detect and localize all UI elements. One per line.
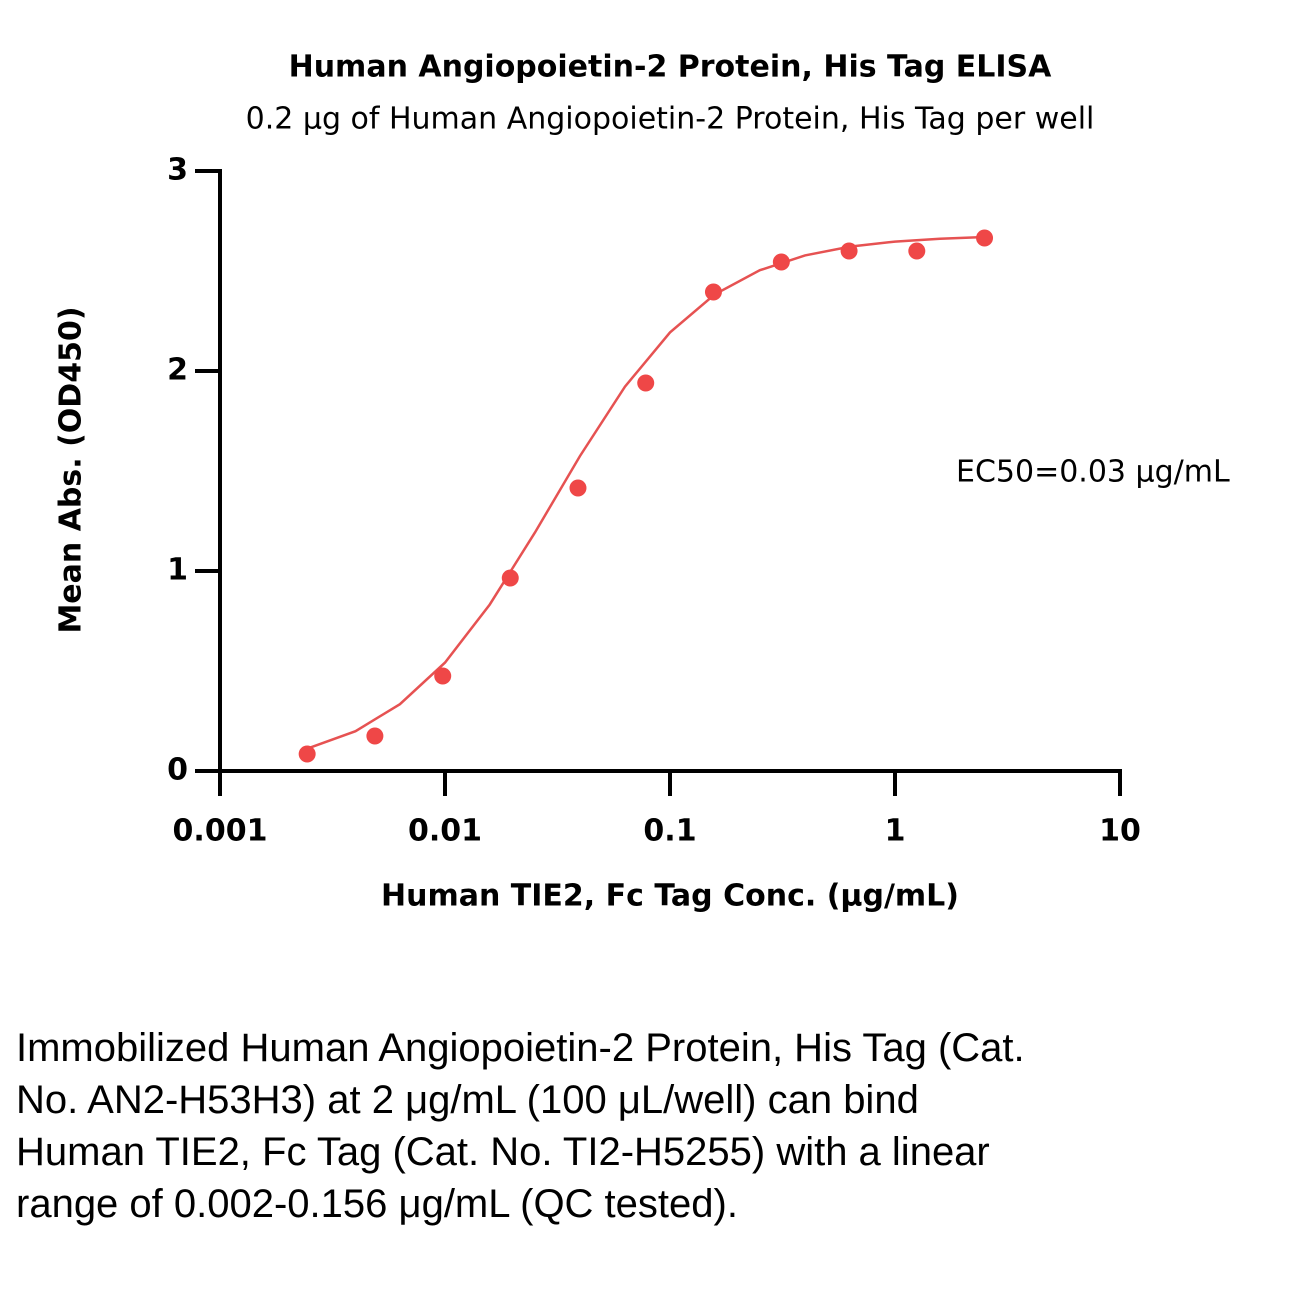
annotation: EC50=0.03 μg/mL — [956, 455, 1230, 490]
data-point — [434, 667, 452, 685]
fit-curve — [309, 235, 986, 749]
y-tick-label: 0 — [167, 753, 188, 788]
y-axis-label: Mean Abs. (OD450) — [54, 306, 89, 633]
data-point — [366, 727, 384, 745]
y-tick-label: 2 — [167, 353, 188, 388]
chart-subtitle: 0.2 μg of Human Angiopoietin-2 Protein, … — [246, 102, 1095, 137]
y-tick-label: 1 — [167, 553, 188, 588]
data-point — [704, 283, 722, 301]
data-point — [976, 229, 994, 247]
x-tick-label: 10 — [1099, 814, 1141, 849]
x-tick-label: 0.1 — [643, 814, 696, 849]
data-point — [637, 374, 655, 392]
x-tick-label: 0.01 — [408, 814, 482, 849]
x-axis-label: Human TIE2, Fc Tag Conc. (μg/mL) — [381, 879, 959, 914]
chart: Human Angiopoietin-2 Protein, His Tag EL… — [54, 50, 1231, 914]
caption: Immobilized Human Angiopoietin-2 Protein… — [16, 1026, 1025, 1226]
x-tick-label: 1 — [885, 814, 906, 849]
x-tick-label: 0.001 — [173, 814, 268, 849]
chart-title: Human Angiopoietin-2 Protein, His Tag EL… — [289, 50, 1053, 85]
y-tick-label: 3 — [167, 153, 188, 188]
data-point — [569, 479, 587, 497]
data-point — [772, 253, 790, 271]
data-point — [908, 242, 926, 260]
data-point — [840, 242, 858, 260]
data-point — [298, 745, 316, 763]
data-point — [501, 569, 519, 587]
